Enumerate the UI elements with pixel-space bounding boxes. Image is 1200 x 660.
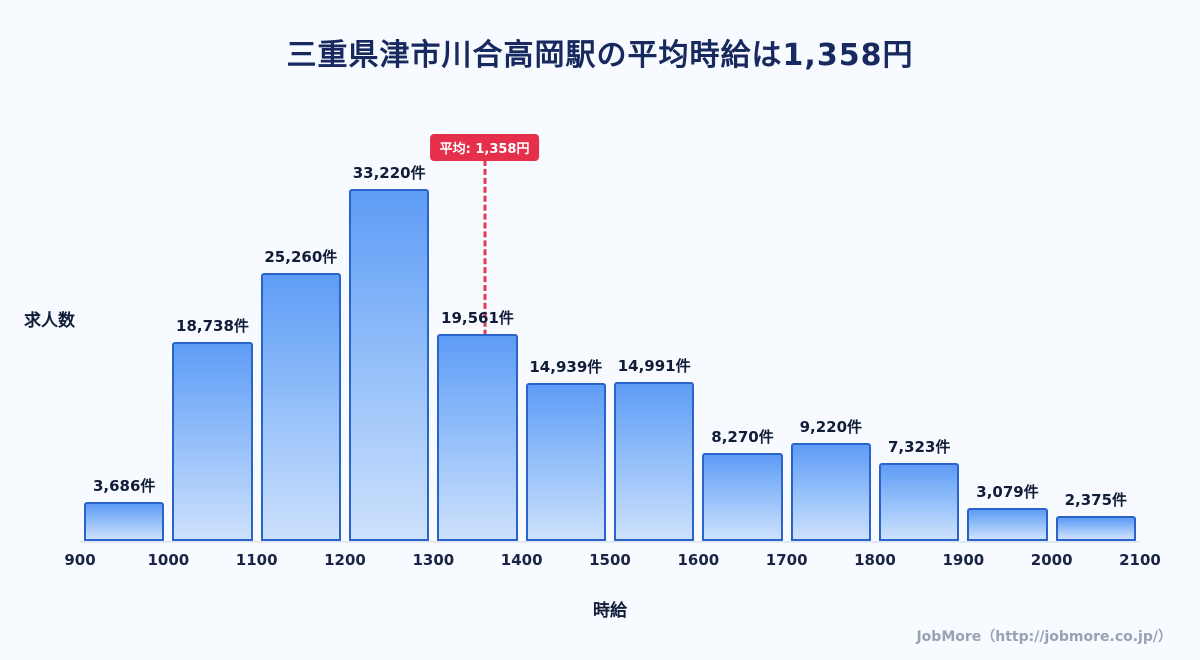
histogram-bar: [437, 334, 518, 541]
histogram-bar: [879, 463, 960, 541]
histogram-bar: [260, 273, 341, 541]
x-axis-tick-label: 1800: [854, 551, 896, 569]
histogram-bar: [172, 342, 253, 541]
chart-title: 三重県津市川合高岡駅の平均時給は1,358円: [286, 38, 914, 73]
histogram-bar: [525, 383, 606, 541]
attribution-text: JobMore（http://jobmore.co.jp/）: [916, 629, 1172, 645]
x-axis-tick-label: 1300: [412, 551, 455, 569]
bar-value-label: 33,220件: [352, 164, 426, 182]
x-axis-tick-label: 1500: [589, 551, 631, 569]
bar-value-label: 3,686件: [92, 477, 156, 495]
histogram-bar: [790, 443, 871, 541]
x-axis-ticks: 900 1000 1100 1200 1300 1400 1500 1600 1700 1800 1…: [64, 551, 1161, 571]
histogram-bar: [702, 453, 783, 541]
x-axis-label: 時給: [593, 601, 627, 621]
chart: 平均: 1,358円 3,686件 18,738件 25,260件 33,220件 19…: [64, 134, 1161, 571]
bar-value-label: 19,561件: [441, 309, 514, 327]
x-axis-tick-label: 1900: [942, 551, 985, 569]
histogram-bar: [1055, 516, 1136, 541]
average-badge: 平均: 1,358円: [429, 134, 540, 161]
bar-value-label: 3,079件: [976, 483, 1039, 501]
plot-area: 平均: 1,358円 3,686件 18,738件 25,260件 33,220件 19…: [80, 134, 1140, 543]
histogram-bar: [614, 382, 695, 541]
bar-value-label: 2,375件: [1064, 491, 1128, 509]
histogram-bar: [84, 502, 165, 541]
x-axis-tick-label: 1100: [235, 551, 278, 569]
x-axis-tick-label: 2100: [1119, 551, 1161, 569]
bar-value-label: 9,220件: [799, 418, 863, 436]
bar-value-label: 18,738件: [176, 317, 249, 335]
bar-value-label: 14,939件: [529, 358, 603, 376]
bar-value-label: 8,270件: [711, 428, 774, 446]
y-axis-label: 求人数: [24, 311, 75, 331]
histogram-bar: [349, 189, 430, 541]
x-axis-tick-label: 1600: [677, 551, 720, 569]
x-axis-tick-label: 1700: [765, 551, 808, 569]
x-axis-tick-label: 1400: [500, 551, 543, 569]
x-axis-tick-label: 2000: [1030, 551, 1073, 569]
x-axis-tick-label: 900: [64, 551, 96, 569]
x-axis-tick-label: 1000: [147, 551, 190, 569]
bar-value-label: 7,323件: [887, 438, 951, 456]
histogram-bar: [967, 508, 1048, 541]
x-axis-tick-label: 1200: [324, 551, 366, 569]
bar-value-label: 25,260件: [264, 248, 338, 266]
bar-value-label: 14,991件: [617, 357, 691, 375]
